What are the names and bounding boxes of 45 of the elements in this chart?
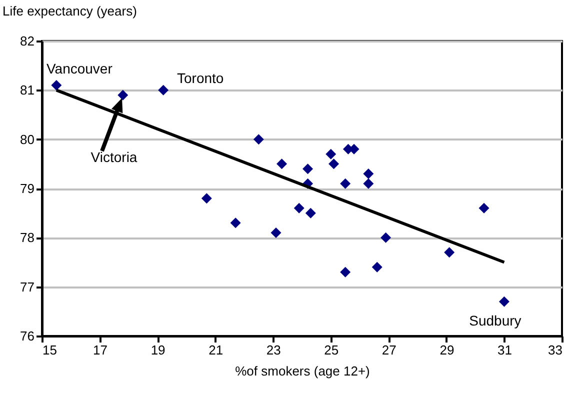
x-tick-label: 19 <box>150 342 166 358</box>
x-tick-label: 27 <box>382 342 396 358</box>
annotation: Toronto <box>176 70 224 86</box>
y-tick-label: 79 <box>20 181 34 196</box>
point <box>294 202 304 214</box>
y-tick-label: 78 <box>20 230 34 246</box>
x-tick-label: 29 <box>440 342 454 358</box>
x-tick-label: 17 <box>93 342 108 358</box>
point <box>372 262 382 272</box>
y-tick-label: 80 <box>20 132 34 147</box>
x-tick-label: 31 <box>497 342 512 358</box>
x-tick-label: 33 <box>548 342 562 358</box>
point <box>270 228 282 238</box>
point <box>302 164 314 174</box>
y-tick-label: 82 <box>20 34 34 48</box>
point <box>51 80 62 90</box>
annotation: Victoria <box>90 149 138 165</box>
point <box>201 193 212 204</box>
point <box>118 90 128 100</box>
x-tick-label: 25 <box>324 342 339 358</box>
y-tick-label: 81 <box>20 82 34 98</box>
point <box>340 266 351 278</box>
point <box>340 178 351 189</box>
y-axis-title: Life expectancy (years) <box>2 4 137 18</box>
point <box>478 202 490 214</box>
point <box>326 148 336 160</box>
point <box>328 158 340 170</box>
point <box>276 158 288 170</box>
point <box>380 232 392 243</box>
point <box>253 134 264 145</box>
point <box>363 168 374 179</box>
annotation: Vancouver <box>46 60 113 76</box>
y-tick-label: 77 <box>20 279 34 294</box>
point <box>230 218 241 228</box>
point <box>363 178 374 189</box>
point <box>498 296 510 307</box>
point <box>305 208 316 218</box>
point <box>444 247 455 258</box>
x-tick-label: 15 <box>42 342 57 358</box>
x-axis-title: %of smokers (age 12+) <box>235 364 370 378</box>
x-tick-label: 23 <box>266 342 281 358</box>
x-tick-label: 21 <box>208 342 224 358</box>
point <box>158 84 169 96</box>
y-tick-label: 76 <box>20 328 34 344</box>
annotation: Sudbury <box>469 312 522 329</box>
